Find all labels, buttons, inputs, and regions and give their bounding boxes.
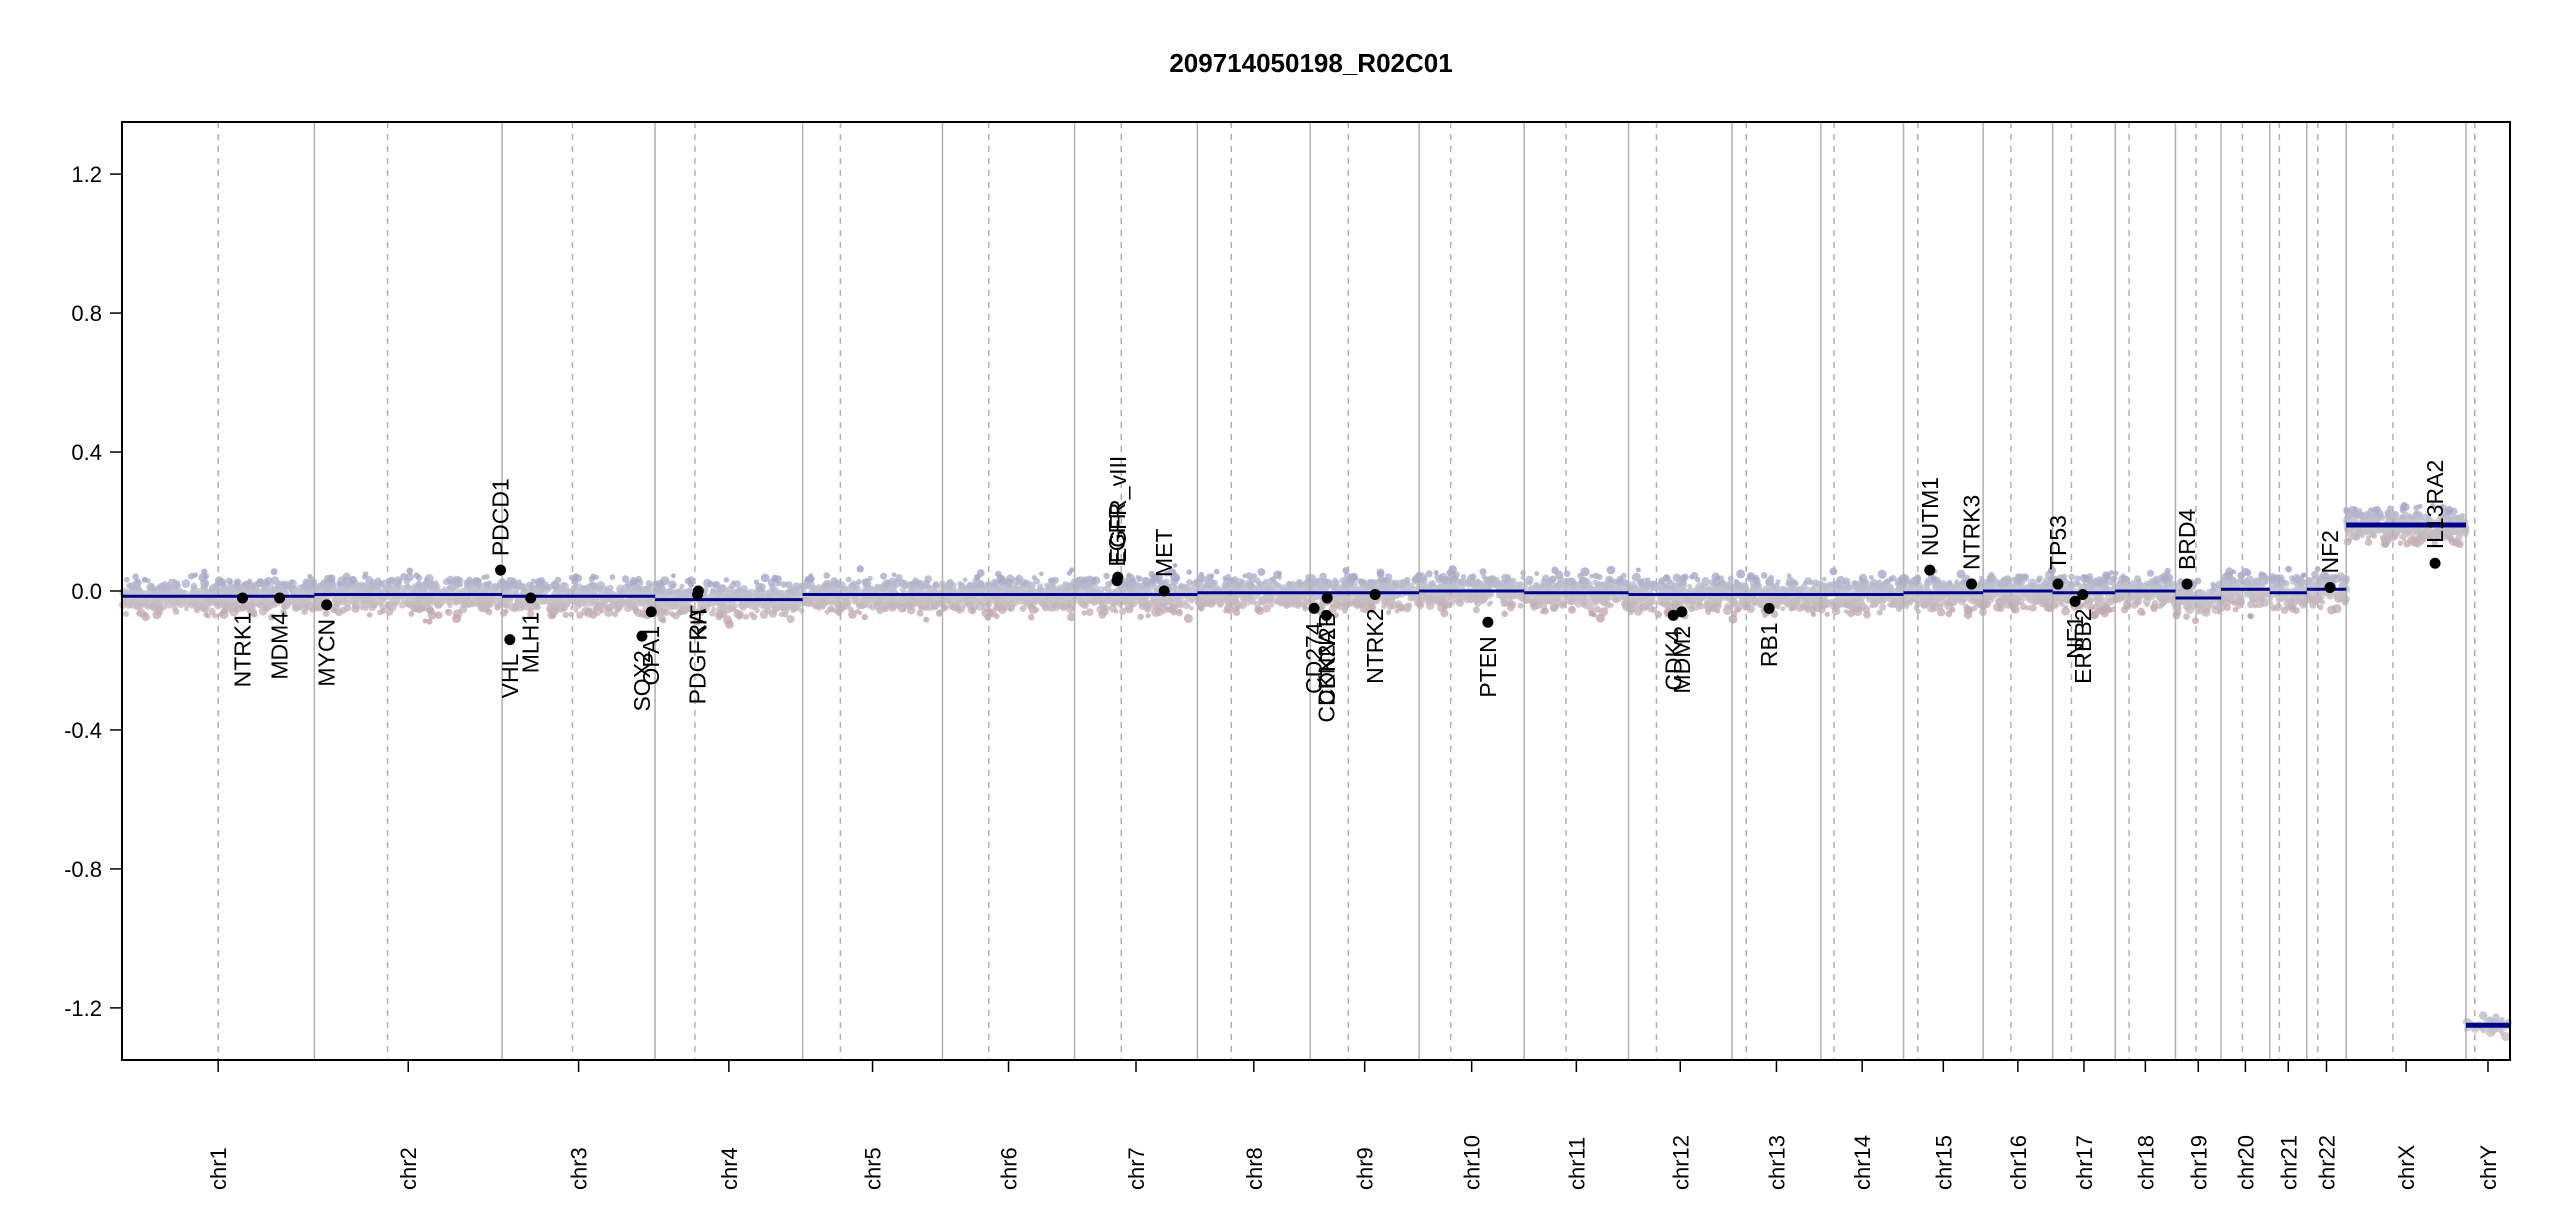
gene-point	[504, 634, 515, 645]
gene-label: ERBB2	[2070, 608, 2096, 683]
gene-label: MYCN	[314, 619, 340, 687]
chromosome-label: chr20	[2233, 1135, 2258, 1190]
chromosome-label: chr5	[861, 1147, 886, 1190]
gene-point	[1676, 606, 1687, 617]
gene-point	[274, 592, 285, 603]
chromosome-label: chr19	[2186, 1135, 2211, 1190]
chromosome-label: chr12	[1668, 1135, 1693, 1190]
gene-label: IL13RA2	[2422, 460, 2448, 550]
chromosome-label: chr11	[1564, 1137, 1589, 1190]
gene-label: KIT	[685, 605, 711, 641]
y-tick-label: 0.4	[71, 440, 102, 465]
chromosome-label: chr17	[2072, 1135, 2097, 1190]
gene-point	[1370, 589, 1381, 600]
gene-label: TP53	[2045, 515, 2071, 570]
chromosome-label: chr6	[997, 1147, 1022, 1190]
gene-point	[2182, 579, 2193, 590]
gene-label: NF2	[2317, 530, 2343, 573]
gene-point	[237, 592, 248, 603]
gene-point	[2324, 582, 2335, 593]
gene-label: PDCD1	[488, 478, 514, 556]
gene-point	[1322, 592, 1333, 603]
probe-cloud	[119, 502, 2512, 1041]
chromosome-label: chr10	[1460, 1135, 1485, 1190]
gene-label: RB1	[1756, 622, 1782, 667]
gene-point	[321, 599, 332, 610]
chromosome-label: chr21	[2276, 1135, 2301, 1190]
chromosome-label: chrX	[2394, 1144, 2419, 1190]
gene-label: CDKN2B	[1314, 612, 1340, 705]
chromosome-label: chrY	[2476, 1144, 2501, 1190]
gene-label: NTRK3	[1959, 495, 1985, 570]
chromosome-label: chr16	[2006, 1135, 2031, 1190]
gene-point	[495, 565, 506, 576]
gene-label: MLH1	[518, 612, 544, 673]
gene-label: MET	[1151, 528, 1177, 577]
chromosome-label: chr9	[1353, 1147, 1378, 1190]
gene-point	[646, 606, 657, 617]
gene-point	[1924, 565, 1935, 576]
gene-label: BRD4	[2174, 508, 2200, 570]
gene-point	[525, 592, 536, 603]
gene-label: EGFR_vIII	[1105, 456, 1131, 563]
y-tick-label: -0.8	[64, 857, 102, 882]
gene-point	[2077, 589, 2088, 600]
chromosome-label: chr13	[1764, 1135, 1789, 1190]
gene-label: PTEN	[1475, 636, 1501, 697]
gene-point	[693, 586, 704, 597]
chromosome-label: chr15	[1931, 1135, 1956, 1190]
gene-point	[1764, 603, 1775, 614]
chromosome-label: chr1	[206, 1147, 231, 1190]
gene-label: NTRK2	[1362, 608, 1388, 683]
chromosome-separators: chr1 chr2 chr3 chr4 chr5 chr6 chr7 chr8 chr9 chr1…	[206, 122, 2501, 1190]
y-tick-label: -1.2	[64, 996, 102, 1021]
gene-point	[2430, 558, 2441, 569]
gene-point	[2053, 579, 2064, 590]
chromosome-label: chr4	[717, 1147, 742, 1190]
gene-label: NTRK1	[230, 612, 256, 687]
gene-point	[1112, 572, 1123, 583]
y-tick-label: 0.0	[71, 579, 102, 604]
chromosome-label: chr7	[1124, 1147, 1149, 1190]
chromosome-label: chr22	[2315, 1135, 2340, 1190]
y-axis: 1.2 0.8 0.4 0.0 -0.4 -0.8 -1.2	[64, 162, 122, 1021]
y-tick-label: 0.8	[71, 301, 102, 326]
y-tick-label: -0.4	[64, 718, 102, 743]
chromosome-label: chr8	[1242, 1147, 1267, 1190]
gene-label: OPA1	[638, 626, 664, 686]
gene-point	[1159, 586, 1170, 597]
gene-label: NUTM1	[1917, 477, 1943, 556]
chromosome-label: chr2	[396, 1147, 421, 1190]
gene-point	[1482, 617, 1493, 628]
gene-label: MDM4	[267, 612, 293, 680]
chart-title: 209714050198_R02C01	[1169, 48, 1452, 78]
gene-point	[1966, 579, 1977, 590]
plot-area: chr1 chr2 chr3 chr4 chr5 chr6 chr7 chr8 chr9 chr1…	[64, 122, 2512, 1190]
chromosome-label: chr18	[2133, 1135, 2158, 1190]
gene-label: MDM2	[1669, 626, 1695, 694]
chromosome-label: chr3	[567, 1147, 592, 1190]
chromosome-label: chr14	[1850, 1135, 1875, 1190]
y-tick-label: 1.2	[71, 162, 102, 187]
